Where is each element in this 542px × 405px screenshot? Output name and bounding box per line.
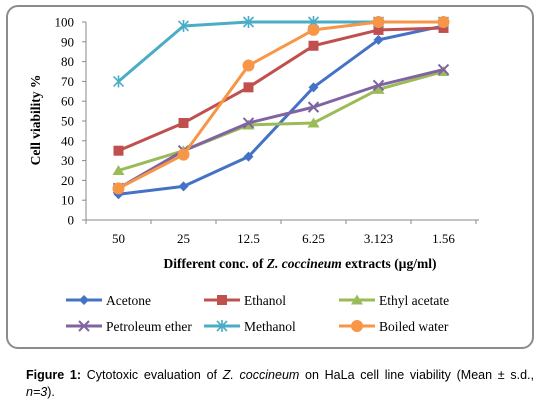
series-line-petroleum-ether xyxy=(117,68,444,190)
legend-swatch-marker xyxy=(79,295,89,305)
legend-swatch-marker xyxy=(78,320,90,332)
data-point-boiled-water xyxy=(437,16,450,28)
x-tick-label: 6.25 xyxy=(302,231,325,246)
y-tick-label: 60 xyxy=(61,94,74,109)
legend-item-boiled-water: Boiled water xyxy=(339,319,449,334)
data-point-ethanol xyxy=(308,40,319,51)
y-tick-label: 30 xyxy=(61,153,74,168)
legend-swatch-marker xyxy=(217,295,227,305)
legend-label: Petroleum ether xyxy=(106,319,192,334)
series-layer xyxy=(112,16,450,200)
data-point-petroleum-ether xyxy=(437,63,450,76)
y-tick-label: 80 xyxy=(61,54,74,69)
x-axis-title-part1: Different conc. of xyxy=(164,256,267,271)
data-point-ethyl-acetate xyxy=(112,165,125,175)
x-axis-title: Different conc. of Z. coccineum extracts… xyxy=(164,256,437,271)
caption-text-1: Cytotoxic evaluation of xyxy=(81,368,223,382)
data-point-acetone xyxy=(178,181,189,192)
series-line-acetone xyxy=(118,24,444,196)
x-tick-label: 3.123 xyxy=(364,231,393,246)
data-point-methanol xyxy=(112,75,125,88)
data-point-ethanol xyxy=(243,82,254,93)
data-point-boiled-water xyxy=(112,182,125,195)
axes: 0 10 20 30 40 50 60 70 80 90 100 50 25 12.5 6.25 3.123 1… xyxy=(55,15,479,246)
y-tick-label: 70 xyxy=(61,74,74,89)
x-tick-label: 1.56 xyxy=(432,231,455,246)
y-tick-label: 40 xyxy=(61,133,74,148)
legend-label: Acetone xyxy=(106,293,151,308)
line-chart: 0 10 20 30 40 50 60 70 80 90 100 50 25 12.5 6.25 3.123 1… xyxy=(28,15,479,334)
y-tick-label: 90 xyxy=(61,34,74,49)
legend: Acetone Ethanol Ethyl acetate Petroleum eth… xyxy=(66,293,449,334)
legend-swatch-marker xyxy=(351,294,363,305)
x-axis-title-species: Z. coccineum xyxy=(266,256,342,271)
series-line-ethyl-acetate xyxy=(118,70,444,172)
data-point-petroleum-ether xyxy=(242,117,255,129)
x-tick-label: 25 xyxy=(177,231,190,246)
data-point-petroleum-ether xyxy=(307,101,320,113)
legend-item-ethanol: Ethanol xyxy=(204,293,286,308)
data-point-ethanol xyxy=(373,24,384,35)
y-tick-label: 20 xyxy=(61,173,74,188)
caption-species: Z. coccineum xyxy=(222,368,300,382)
data-point-boiled-water xyxy=(177,148,190,161)
x-tick-label: 50 xyxy=(112,231,125,246)
y-tick-label: 100 xyxy=(55,15,75,30)
data-point-petroleum-ether-stroke xyxy=(437,63,450,76)
data-point-petroleum-ether-stroke xyxy=(242,117,255,129)
y-tick-label: 10 xyxy=(61,193,74,208)
x-tick-label: 12.5 xyxy=(237,231,260,246)
data-point-boiled-water xyxy=(307,23,320,36)
caption-label: Figure 1: xyxy=(26,368,82,382)
caption-n: n=3 xyxy=(26,385,48,399)
series-line-boiled-water xyxy=(117,20,444,190)
figure-frame xyxy=(6,5,534,349)
data-point-petroleum-ether-stroke xyxy=(307,101,320,113)
caption-text-2: on HaLa cell line viability (Mean ± s.d.… xyxy=(299,368,534,382)
data-point-methanol xyxy=(177,19,190,32)
data-point-ethyl-acetate xyxy=(372,83,385,94)
legend-item-ethyl-acetate: Ethyl acetate xyxy=(339,293,449,308)
data-point-petroleum-ether-stroke xyxy=(372,79,385,92)
y-tick-label: 50 xyxy=(61,114,74,129)
data-point-boiled-water xyxy=(242,59,255,72)
series-boiled-water xyxy=(112,16,450,195)
data-point-ethyl-acetate xyxy=(307,117,320,128)
data-point-acetone xyxy=(308,82,319,93)
legend-label: Ethanol xyxy=(244,293,286,308)
y-tick-label: 0 xyxy=(68,213,75,228)
legend-item-petroleum-ether: Petroleum ether xyxy=(66,319,192,334)
legend-item-methanol: Methanol xyxy=(204,319,296,334)
y-axis-title: Cell viability % xyxy=(28,75,43,166)
legend-swatch-marker xyxy=(351,320,363,332)
x-axis-title-part3: extracts (µg/ml) xyxy=(342,256,437,271)
data-point-petroleum-ether xyxy=(372,79,385,92)
data-point-methanol xyxy=(242,16,255,28)
legend-swatch-marker-stroke xyxy=(78,320,90,332)
data-point-ethanol xyxy=(178,117,189,128)
caption-text-3: ). xyxy=(47,385,55,399)
legend-item-acetone: Acetone xyxy=(66,293,151,308)
legend-swatch-marker xyxy=(216,320,228,332)
legend-label: Methanol xyxy=(244,319,296,334)
data-point-boiled-water xyxy=(372,16,385,28)
figure-caption: Figure 1: Cytotoxic evaluation of Z. coc… xyxy=(26,367,534,401)
series-line-ethanol xyxy=(117,26,444,153)
data-point-acetone xyxy=(373,34,384,45)
series-methanol xyxy=(112,16,450,88)
data-point-ethanol xyxy=(113,145,124,156)
legend-label: Ethyl acetate xyxy=(379,293,449,308)
data-point-acetone xyxy=(243,151,254,162)
legend-label: Boiled water xyxy=(379,319,449,334)
